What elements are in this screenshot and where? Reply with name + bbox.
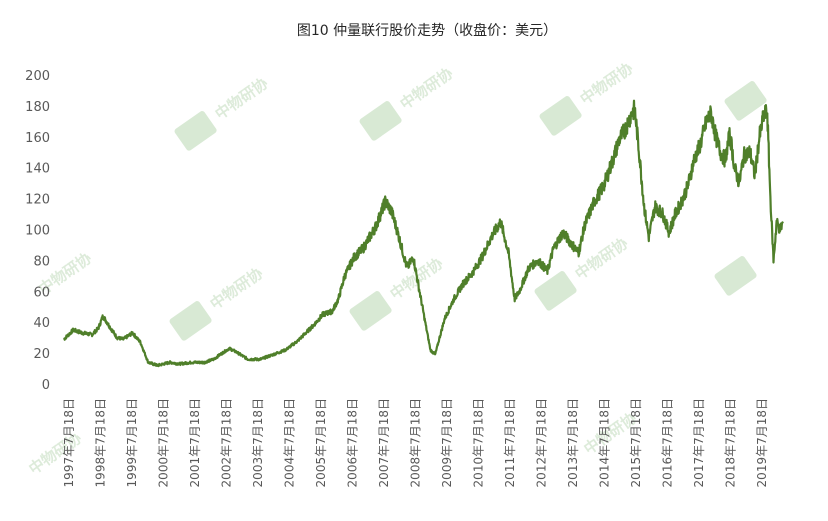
- series-line-price: [63, 99, 784, 368]
- y-tick-label: 160: [25, 131, 50, 146]
- watermark-logo: [714, 256, 757, 296]
- svg-text:中物研协: 中物研协: [212, 74, 271, 123]
- svg-text:中物研协: 中物研协: [207, 264, 266, 313]
- x-tick-label: 2011年7月18日: [503, 398, 517, 487]
- y-tick-label: 60: [33, 285, 50, 300]
- x-tick-label: 2002年7月18日: [220, 398, 234, 487]
- x-tick-label: 2008年7月18日: [409, 398, 423, 487]
- x-tick-label: 2001年7月18日: [188, 398, 202, 487]
- x-tick-label: 2019年7月18日: [755, 398, 769, 487]
- x-tick-label: 1998年7月18日: [94, 398, 108, 487]
- watermark-logo: 中物研协: [169, 264, 266, 341]
- y-tick-label: 140: [25, 162, 50, 177]
- chart-title: 图10 仲量联行股价走势（收盘价：美元）: [297, 22, 557, 39]
- x-tick-label: 2007年7月18日: [377, 398, 391, 487]
- x-tick-label: 2005年7月18日: [314, 398, 328, 487]
- x-tick-label: 2018年7月18日: [724, 398, 738, 487]
- plot-area: [63, 99, 784, 368]
- svg-text:中物研协: 中物研协: [397, 64, 456, 113]
- x-tick-label: 2015年7月18日: [629, 398, 643, 487]
- y-tick-label: 120: [25, 193, 50, 208]
- x-tick-label: 2003年7月18日: [251, 398, 265, 487]
- y-tick-label: 100: [25, 224, 50, 239]
- y-tick-label: 80: [33, 254, 50, 269]
- y-tick-label: 200: [25, 69, 50, 84]
- x-tick-label: 2000年7月18日: [157, 398, 171, 487]
- x-tick-label: 2004年7月18日: [283, 398, 297, 487]
- x-tick-label: 2014年7月18日: [598, 398, 612, 487]
- y-tick-label: 20: [33, 347, 50, 362]
- x-tick-label: 2012年7月18日: [535, 398, 549, 487]
- x-tick-label: 2017年7月18日: [692, 398, 706, 487]
- y-tick-label: 40: [33, 316, 50, 331]
- x-tick-label: 2016年7月18日: [661, 398, 675, 487]
- x-axis: 1997年7月18日 1998年7月18日 1999年7月18日 2000年7月18日…: [62, 398, 769, 487]
- watermark-logo: 中物研协: [174, 74, 271, 151]
- y-tick-label: 0: [42, 378, 50, 393]
- x-tick-label: 2013年7月18日: [566, 398, 580, 487]
- x-tick-label: 2010年7月18日: [472, 398, 486, 487]
- x-tick-label: 2009年7月18日: [440, 398, 454, 487]
- watermark-logo: 中物研协: [359, 64, 456, 141]
- y-tick-label: 180: [25, 100, 50, 115]
- svg-text:中物研协: 中物研协: [577, 59, 636, 108]
- x-tick-label: 1997年7月18日: [62, 398, 76, 487]
- x-tick-label: 1999年7月18日: [125, 398, 139, 487]
- x-tick-label: 2006年7月18日: [346, 398, 360, 487]
- watermark-logo: 中物研协: [349, 254, 446, 331]
- watermark-logo: [724, 81, 767, 121]
- y-axis: 0 20 40 60 80 100 120 140 160 180 200: [25, 69, 50, 393]
